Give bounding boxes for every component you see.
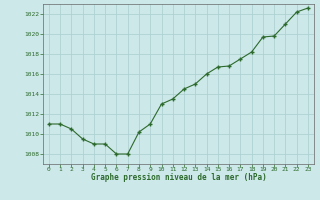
X-axis label: Graphe pression niveau de la mer (hPa): Graphe pression niveau de la mer (hPa) (91, 173, 266, 182)
